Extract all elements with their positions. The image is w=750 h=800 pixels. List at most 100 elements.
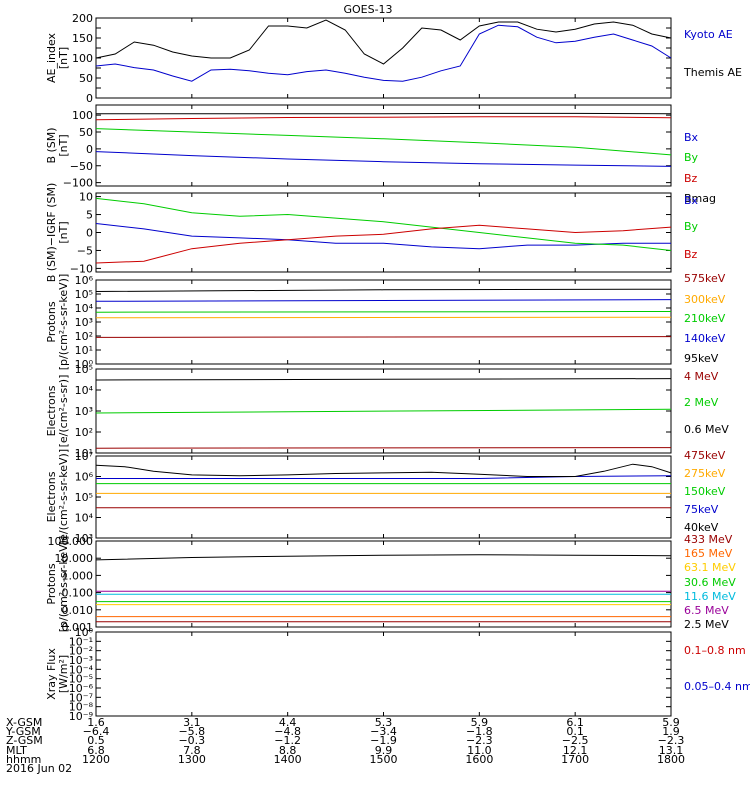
plot-title: GOES-13: [343, 3, 392, 16]
ephemeris-value: −2.5: [562, 734, 589, 747]
legend-entry: 150keV: [684, 485, 726, 498]
ephemeris-row-label: hhmm: [6, 753, 41, 766]
y-tick-label: 0.001: [62, 621, 94, 634]
y-tick-label: 10⁴: [75, 302, 94, 315]
y-tick-label: 100: [72, 52, 93, 65]
series-line-95kev: [95, 288, 672, 292]
series-line-2-5-mev: [95, 554, 672, 561]
y-tick-label: 10²: [75, 330, 93, 343]
series-line-40kev: [95, 463, 672, 477]
ephemeris-value: 5.9: [662, 716, 680, 729]
y-tick-label: 10⁻¹: [69, 635, 93, 648]
legend-entry: Themis AE: [683, 66, 742, 79]
y-tick-label: 10⁻⁶: [69, 682, 94, 695]
y-tick-label: 10²: [75, 426, 93, 439]
ephemeris-value: 5.9: [471, 716, 489, 729]
legend-entry: 165 MeV: [684, 547, 733, 560]
ephemeris-value: −1.2: [274, 734, 301, 747]
y-axis-label: B (SM)−IGRF (SM): [45, 183, 58, 283]
legend-entry: 4 MeV: [684, 370, 719, 383]
ephemeris-value: −2.3: [658, 734, 685, 747]
panel-ae: 0 50 100 150 200 AE_index [nT] Kyoto AE Themis A…: [45, 12, 742, 105]
ephemeris-value: −1.9: [370, 734, 397, 747]
series-line-75kev: [96, 475, 672, 479]
y-tick-label: 10⁻⁹: [69, 710, 93, 723]
legend-entry: Bz: [684, 248, 698, 261]
ephemeris-value: 1800: [657, 753, 685, 766]
ephemeris-value: −0.3: [178, 734, 205, 747]
panel-electrons1: 10¹ 10² 10³ 10⁴ 10⁵ Electrons [e/(cm²-s-sr)] 4 …: [45, 363, 729, 460]
y-tick-label: 0: [86, 227, 93, 240]
y-tick-label: 10⁶: [75, 471, 94, 484]
y-tick-label: 5: [86, 209, 93, 222]
legend-entry: 6.5 MeV: [684, 604, 729, 617]
y-tick-label: 10⁰: [75, 358, 94, 371]
ephemeris-value: 1300: [178, 753, 206, 766]
ephemeris-value: −2.3: [466, 734, 493, 747]
ephemeris-value: 1400: [274, 753, 302, 766]
legend-entry: By: [684, 151, 699, 164]
series-line-bx: [95, 151, 672, 167]
y-tick-label: 10⁵: [75, 491, 93, 504]
y-axis-label: Protons: [45, 563, 58, 604]
y-tick-label: 0.010: [62, 604, 94, 617]
series-line-by: [95, 128, 672, 156]
legend-entry: 40keV: [684, 521, 719, 534]
y-tick-label: 10⁷: [75, 450, 93, 463]
y-tick-label: 10¹: [75, 447, 93, 460]
ephemeris-row-label: X-GSM: [6, 716, 42, 729]
y-axis-label: AE_index: [45, 32, 58, 83]
series-line-0-6-mev: [95, 378, 672, 381]
series-line-kyoto-ae: [95, 24, 672, 82]
legend-entry: 433 MeV: [684, 533, 733, 546]
y-axis-label: Electrons: [45, 385, 58, 436]
y-tick-label: 10⁻⁷: [69, 691, 93, 704]
y-axis-label: Electrons: [45, 471, 58, 522]
legend-entry: 210keV: [684, 312, 726, 325]
legend-entry: 30.6 MeV: [684, 576, 736, 589]
series-line-4-mev: [95, 447, 672, 449]
legend-entry: 11.6 MeV: [684, 590, 736, 603]
series-line-bx: [95, 223, 671, 250]
legend-entry: Bmag: [684, 192, 716, 205]
y-tick-label: 10³: [75, 316, 93, 329]
y-axis-label: [p/(cm²-s-sr-keV)]: [57, 536, 70, 633]
y-tick-label: 1.000: [62, 569, 94, 582]
y-tick-label: 10⁵: [75, 363, 93, 376]
y-axis-label: [nT]: [57, 221, 70, 243]
panel-frame: [95, 279, 672, 365]
ephemeris-value: 3.1: [183, 716, 201, 729]
y-tick-label: 100.000: [48, 535, 94, 548]
series-line-by: [95, 197, 672, 251]
ephemeris-axis: X-GSM 1.6 3.1 4.4 5.3 5.9 6.1 5.9Y-GSM −6.4 −5.8−…: [5, 716, 685, 775]
y-tick-label: 10⁻⁴: [69, 663, 94, 676]
legend-entry: 2 MeV: [684, 396, 719, 409]
y-tick-label: −5: [77, 244, 93, 257]
ephemeris-value: 7.8: [183, 744, 201, 757]
y-tick-label: 0: [86, 143, 93, 156]
panel-protons2: 0.001 0.010 0.100 1.000 10.000 100.000 Protons…: [45, 533, 736, 634]
ephemeris-value: 13.1: [659, 744, 684, 757]
y-tick-label: 10⁴: [75, 384, 94, 397]
series-line-300kev: [95, 316, 672, 319]
ephemeris-value: 0.5: [87, 734, 105, 747]
y-axis-label: [p/(cm²-s-sr-keV)]: [57, 274, 70, 371]
y-tick-label: 100: [72, 109, 93, 122]
y-tick-label: 10⁶: [75, 274, 94, 287]
y-tick-label: 200: [72, 12, 93, 25]
y-tick-label: 10⁵: [75, 288, 93, 301]
legend-entry: 275keV: [684, 467, 726, 480]
legend-entry: Bz: [684, 172, 698, 185]
legend-entry: 0.1–0.8 nm: [684, 644, 746, 657]
series-line-210kev: [95, 311, 672, 313]
ephemeris-value: −6.4: [83, 725, 110, 738]
ephemeris-value: 9.9: [375, 744, 393, 757]
ephemeris-value: −3.4: [370, 725, 397, 738]
legend-entry: 140keV: [684, 332, 726, 345]
y-axis-label: Protons: [45, 301, 58, 342]
y-tick-label: 10: [79, 191, 93, 204]
panel-frame: [95, 631, 672, 717]
y-tick-label: 10⁻²: [69, 645, 93, 658]
